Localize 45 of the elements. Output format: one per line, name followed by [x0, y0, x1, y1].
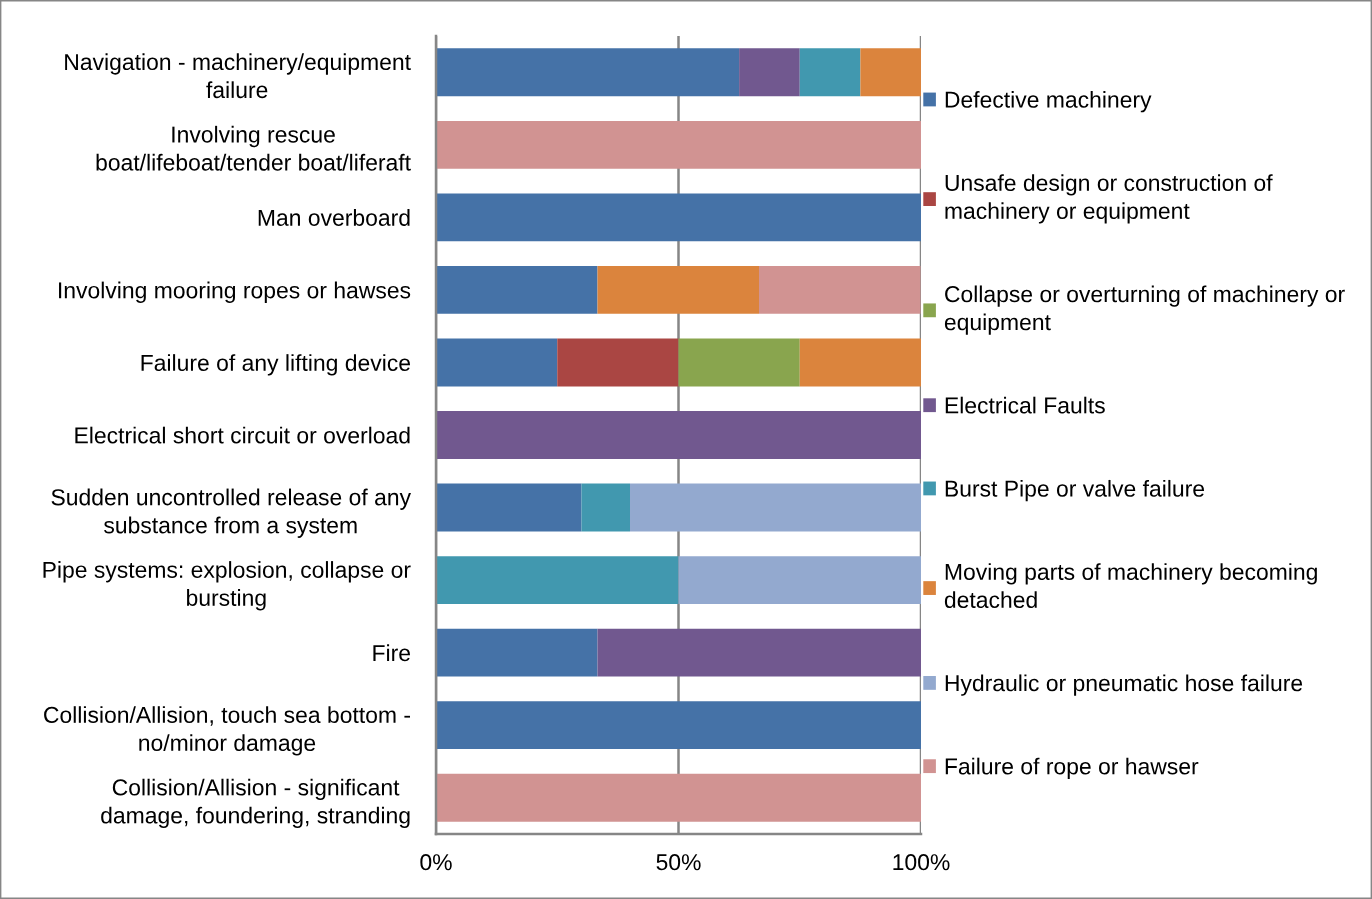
- y-tick-label: Involving rescue boat/lifeboat/tender boat/liferaft: [96, 125, 411, 171]
- bar: [436, 773, 921, 822]
- bar: [799, 48, 861, 97]
- bar: [581, 483, 630, 532]
- legend-label: Failure of rope or hawser: [945, 757, 1199, 780]
- y-tick-label: Electrical short circuit or overload: [75, 426, 410, 444]
- legend-label: Electrical Faults: [945, 396, 1105, 414]
- y-tick-label: Involving mooring ropes or hawses: [59, 281, 411, 303]
- bar: [739, 48, 800, 97]
- y-tick-label: Fire: [373, 644, 410, 662]
- bar: [597, 628, 921, 677]
- y-tick-label: Navigation - machinery/equipment failure: [65, 53, 411, 99]
- bar: [436, 628, 598, 677]
- y-tick-label: Pipe systems: explosion, collapse or bursting: [43, 561, 411, 611]
- legend-label: Moving parts of machinery becoming detached: [944, 563, 1317, 609]
- x-tick-label: 100%: [893, 854, 950, 871]
- legend-label: Hydraulic or pneumatic hose failure: [945, 674, 1303, 696]
- bar: [860, 48, 921, 97]
- y-tick-label: Collision/Allision - significant damage, foundering, stranding: [101, 778, 410, 829]
- legend-label: Defective machinery: [945, 90, 1152, 113]
- bar: [678, 338, 800, 387]
- x-tick-label: 0%: [420, 854, 452, 871]
- bar: [597, 265, 760, 314]
- bar: [436, 338, 558, 387]
- y-tick-label: Collision/Allision, touch sea bottom - no/minor damage: [44, 706, 410, 756]
- x-tick-label: 50%: [656, 854, 701, 871]
- y-tick-label: Man overboard: [258, 209, 410, 226]
- bar: [436, 193, 921, 242]
- legend-label: Collapse or overturning of machinery or equipment: [944, 285, 1345, 335]
- bar: [436, 265, 598, 314]
- bar: [759, 265, 921, 314]
- legend-label: Unsafe design or construction of machinery or equipment: [945, 174, 1273, 224]
- bar: [436, 411, 921, 459]
- bar: [436, 701, 921, 750]
- bar: [436, 556, 679, 605]
- bar: [678, 556, 921, 605]
- y-tick-label: Failure of any lifting device: [141, 354, 410, 376]
- y-tick-label: Sudden uncontrolled release of any substance from a system: [51, 488, 411, 538]
- bar: [436, 483, 582, 532]
- bar: [436, 48, 740, 97]
- legend-label: Burst Pipe or valve failure: [945, 479, 1205, 502]
- bar: [630, 483, 921, 532]
- bar: [436, 120, 921, 169]
- bar: [799, 338, 921, 387]
- bar: [557, 338, 679, 387]
